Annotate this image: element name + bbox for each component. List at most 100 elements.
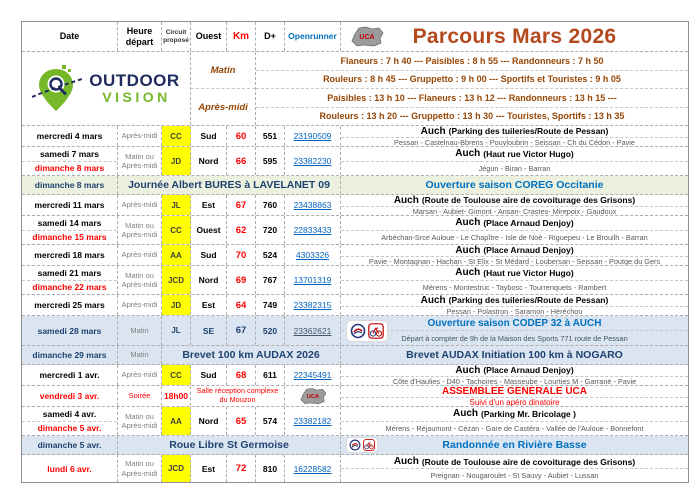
date-text: dimanche 8 mars [34, 163, 105, 174]
start-times-line: Rouleurs : 13 h 20 --- Gruppetto : 13 h … [319, 111, 625, 122]
circuit-cell: JCD [162, 266, 191, 294]
openrunner-link[interactable]: 23438863 [293, 200, 332, 210]
ride-route: Départ à compter de 9h de la Maison des … [401, 333, 628, 343]
openrunner-link[interactable]: 23362621 [293, 325, 332, 336]
col-header-dplus: D+ [256, 22, 285, 51]
direction-cell: Est [191, 195, 227, 215]
heure-cell: Matin [118, 316, 162, 345]
apresmidi-label: Après-midi [198, 101, 248, 113]
openrunner-cell: 22345491 [285, 365, 341, 385]
outdoor-vision-pin-icon [32, 64, 83, 111]
elevation-cell: 520 [256, 316, 285, 345]
table-row: mercredi 25 mars Après-midi JD Est 64 749 2338… [22, 295, 688, 316]
openrunner-cell: 23382182 [285, 407, 341, 435]
details-cell: Auch (Place Arnaud Denjoy) Arbéchan-Srce A… [341, 216, 688, 244]
ride-route: Pessan - Polastron - Saramon - Héréchou [446, 306, 583, 316]
event-title: Roue Libre St Germoise [118, 436, 341, 454]
table-row: vendredi 3 avr. Soirée 18h00 Salle réceptio… [22, 386, 688, 407]
svg-text:UCA: UCA [359, 34, 374, 41]
time-cell: 18h00 [162, 386, 191, 406]
matin-label: Matin [191, 52, 255, 89]
direction-cell: Sud [191, 365, 227, 385]
elevation-cell: 595 [256, 147, 285, 175]
table-row: samedi 4 avr. dimanche 5 avr. Matin ou Aprè… [22, 407, 688, 436]
openrunner-link[interactable]: 22833433 [293, 225, 332, 235]
event-title: Journée Albert BURES à LAVELANET 09 [118, 176, 341, 194]
date-cell: samedi 14 mars dimanche 15 mars [22, 216, 118, 244]
venue-cell: Salle réception complexe du Mouzon [191, 386, 285, 406]
ride-route: Arbéchan-Srce Auloue - Le Chapître - Isl… [381, 232, 648, 242]
table-row: mercredi 4 mars Après-midi CC Sud 60 551 23190… [22, 126, 688, 147]
details-cell: Auch (Route de Toulouse aire de covoitura… [341, 455, 688, 482]
col-header-openrunner: Openrunner [285, 22, 341, 51]
date-cell: dimanche 8 mars [22, 176, 118, 194]
openrunner-link[interactable]: 13701319 [293, 275, 332, 285]
direction-cell: Nord [191, 407, 227, 435]
openrunner-link[interactable]: 23382182 [293, 416, 332, 426]
page-title: Parcours Mars 2026 [412, 24, 617, 48]
date-cell: samedi 21 mars dimanche 22 mars [22, 266, 118, 294]
openrunner-link[interactable]: 22345491 [293, 370, 332, 380]
table-row: samedi 14 mars dimanche 15 mars Matin ou Ap… [22, 216, 688, 245]
ride-title: Ouverture saison CODEP 32 à AUCH [341, 316, 688, 331]
openrunner-link[interactable]: 4303326 [295, 250, 330, 260]
circuit-cell: CC [162, 126, 191, 146]
direction-cell: Est [191, 455, 227, 482]
openrunner-cell: 23190509 [285, 126, 341, 146]
openrunner-link[interactable]: 23190509 [293, 131, 332, 141]
ffvelo-codep-icons [346, 437, 378, 453]
heure-cell: Matin ou Après-midi [118, 266, 162, 294]
event-subtitle: Suivi d'un apéro dinatoire [469, 397, 560, 407]
ride-title: Auch (Parking des tuileries/Route de Pess… [341, 126, 688, 138]
openrunner-cell: 13701319 [285, 266, 341, 294]
km-cell: 68 [227, 365, 256, 385]
openrunner-link[interactable]: 23382315 [293, 300, 332, 310]
circuit-cell: AA [162, 245, 191, 265]
elevation-cell: 760 [256, 195, 285, 215]
details-cell: ASSEMBLEE GENERALE UCA Suivi d'un apéro d… [341, 386, 688, 406]
ffvelo-codep-icons [346, 319, 388, 342]
start-times-line: Paisibles : 13 h 10 --- Flaneurs : 13 h … [256, 89, 688, 108]
openrunner-cell: 23438863 [285, 195, 341, 215]
header-row: Date Heure départ Circuit proposé Ouest … [22, 22, 688, 52]
elevation-cell: 749 [256, 295, 285, 315]
openrunner-link[interactable]: 16228582 [293, 463, 332, 474]
heure-cell: Après-midi [118, 365, 162, 385]
table-row: lundi 6 avr. Matin ou Après-midi JCD Est 72 81… [22, 455, 688, 482]
period-column: Matin Après-midi [191, 52, 256, 125]
heure-cell: Matin ou Après-midi [118, 455, 162, 482]
codep-cyclo-icon [368, 322, 384, 339]
circuit-cell: CC [162, 365, 191, 385]
heure-cell: Après-midi [118, 126, 162, 146]
col-header-circuit: Circuit proposé [162, 22, 191, 51]
details-cell: Auch (Parking des tuileries/Route de Pess… [341, 126, 688, 146]
date-text: samedi 21 mars [22, 266, 117, 281]
direction-cell: Nord [191, 266, 227, 294]
col-header-ouest: Ouest [191, 22, 227, 51]
heure-cell: Matin [118, 346, 162, 364]
ride-title: Auch (Route de Toulouse aire de covoitura… [341, 195, 688, 207]
date-text: samedi 7 mars [22, 147, 117, 162]
ride-title: Auch (Route de Toulouse aire de covoitura… [341, 455, 688, 469]
ride-title: Auch (Place Arnaud Denjoy) [341, 216, 688, 231]
openrunner-cell: 16228582 [285, 455, 341, 482]
circuit-cell: JL [162, 195, 191, 215]
km-cell: 65 [227, 407, 256, 435]
event-subtitle: Brevet AUDAX Initiation 100 km à NOGARO [406, 349, 623, 361]
start-times-line: Rouleurs : 8 h 45 --- Gruppetto : 9 h 00… [256, 71, 688, 89]
heure-cell: Après-midi [118, 245, 162, 265]
start-times: Flaneurs : 7 h 40 --- Paisibles : 8 h 55… [256, 52, 688, 125]
rows-container: mercredi 4 mars Après-midi CC Sud 60 551 23190… [22, 126, 688, 482]
date-cell: mercredi 18 mars [22, 245, 118, 265]
circuit-cell: JL [162, 316, 191, 345]
openrunner-link[interactable]: 23382230 [293, 156, 332, 166]
ride-route: Pessan - Castelnau-Bbrens - Pouyloubrin … [394, 137, 635, 147]
direction-cell: Sud [191, 245, 227, 265]
date-cell: mercredi 1 avr. [22, 365, 118, 385]
ride-title: Auch (Parking Mr. Bricolage ) [341, 407, 688, 422]
direction-cell: Est [191, 295, 227, 315]
schedule-table: Date Heure départ Circuit proposé Ouest … [21, 21, 689, 483]
elevation-cell: 524 [256, 245, 285, 265]
date-cell: samedi 4 avr. dimanche 5 avr. [22, 407, 118, 435]
